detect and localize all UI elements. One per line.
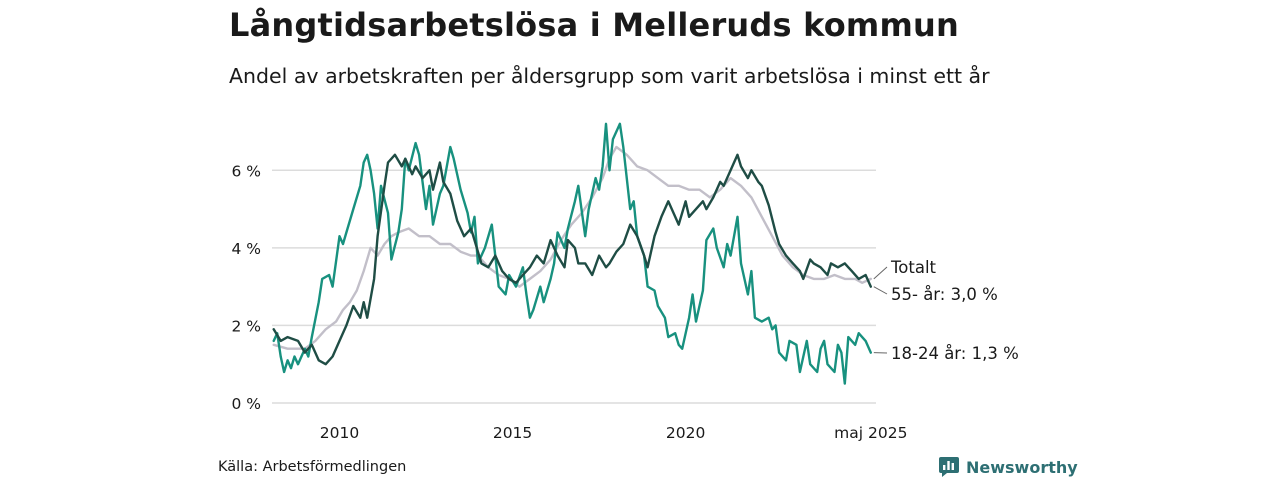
end-label-total: Totalt: [890, 258, 937, 277]
brand-logo[interactable]: Newsworthy: [938, 455, 1078, 479]
brand-name: Newsworthy: [966, 457, 1078, 477]
y-tick-label: 4 %: [231, 240, 261, 258]
x-tick-label: 2015: [493, 424, 532, 442]
end-label-age1824: 18-24 år: 1,3 %: [891, 344, 1019, 363]
x-tick-label: 2020: [666, 424, 705, 442]
y-tick-label: 2 %: [231, 317, 261, 335]
series-line-age1824: [272, 122, 872, 385]
newsworthy-icon: [939, 457, 959, 477]
y-tick-label: 0 %: [231, 395, 261, 413]
chart-subtitle: Andel av arbetskraften per åldersgrupp s…: [229, 64, 990, 88]
chart-title: Långtidsarbetslösa i Melleruds kommun: [229, 6, 959, 44]
end-label-connector: [873, 266, 888, 280]
y-axis-ticks: 0 % 2 % 4 % 6 %: [231, 162, 261, 413]
y-tick-label: 6 %: [231, 162, 261, 180]
x-tick-label: 2010: [320, 424, 359, 442]
end-label-connector: [873, 286, 888, 295]
series-lines: [272, 122, 872, 385]
end-labels: Totalt 55- år: 3,0 % 18-24 år: 1,3 %: [873, 258, 1019, 363]
x-tick-label: maj 2025: [834, 424, 907, 442]
end-label-age55: 55- år: 3,0 %: [891, 285, 998, 304]
series-line-age55: [272, 153, 872, 366]
x-axis-ticks: 2010 2015 2020 maj 2025: [320, 424, 908, 442]
source-note: Källa: Arbetsförmedlingen: [218, 459, 407, 475]
